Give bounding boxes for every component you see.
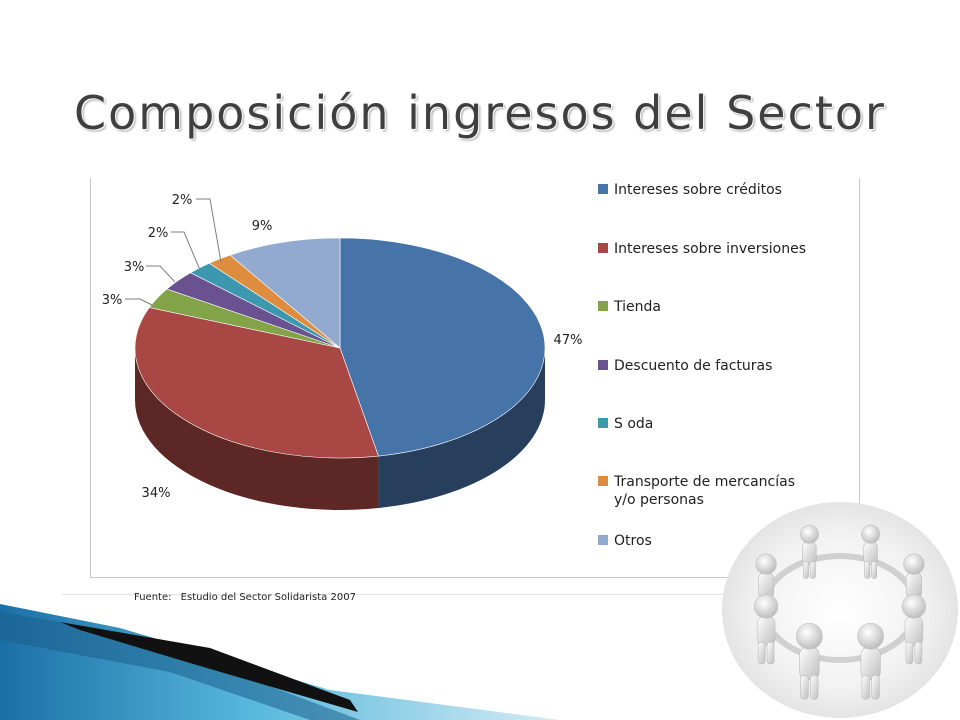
- legend: Intereses sobre créditos Intereses sobre …: [598, 182, 806, 549]
- pie-top: [134, 237, 546, 459]
- source-label: Fuente:: [134, 592, 172, 603]
- data-label-1: 34%: [142, 486, 171, 501]
- legend-swatch-6: [598, 535, 608, 545]
- data-label-2: 3%: [102, 293, 123, 308]
- legend-swatch-4: [598, 418, 608, 428]
- legend-swatch-1: [598, 243, 608, 253]
- pie-slice-6: [229, 237, 341, 349]
- legend-swatch-3: [598, 360, 608, 370]
- legend-swatch-2: [598, 301, 608, 311]
- data-label-3: 3%: [124, 260, 145, 275]
- person-figure: [861, 524, 881, 579]
- legend-label-6: Otros: [614, 533, 652, 549]
- person-figure: [796, 622, 823, 700]
- legend-label-0: Intereses sobre créditos: [614, 182, 782, 198]
- source-divider: [62, 594, 762, 595]
- people-circle-icon: [722, 502, 958, 718]
- data-label-6: 9%: [252, 219, 273, 234]
- data-label-0: 47%: [554, 333, 583, 348]
- leader-line-3: [146, 265, 176, 283]
- data-label-4: 2%: [148, 226, 169, 241]
- data-labels: 47% 34% 3% 3% 2% 2% 9%: [102, 193, 583, 501]
- legend-swatch-5: [598, 476, 608, 486]
- source-note: Fuente: Estudio del Sector Solidarista 2…: [134, 592, 356, 603]
- legend-label-5: Transporte de mercancías y/o personas: [613, 474, 795, 508]
- pie-sides: [135, 348, 545, 510]
- legend-label-4: S oda: [614, 416, 653, 432]
- person-figure: [753, 594, 779, 665]
- source-text: Estudio del Sector Solidarista 2007: [180, 592, 356, 603]
- pie-slice-1: [134, 307, 379, 459]
- pie-side-1: [135, 348, 379, 510]
- person-figure: [857, 622, 884, 700]
- person-figure: [901, 594, 927, 665]
- leader-line-5: [196, 198, 222, 263]
- data-label-5: 2%: [172, 193, 193, 208]
- leader-line-2: [125, 298, 153, 306]
- pie-slice-0: [339, 237, 546, 457]
- legend-label-1: Intereses sobre inversiones: [614, 241, 806, 257]
- leader-line-4: [171, 231, 201, 271]
- page-title: Composición ingresos del Sector: [74, 86, 886, 140]
- legend-swatch-0: [598, 184, 608, 194]
- legend-label-2: Tienda: [613, 299, 661, 315]
- legend-label-3: Descuento de facturas: [614, 358, 772, 374]
- person-figure: [799, 524, 819, 579]
- pie-side-0: [378, 348, 545, 509]
